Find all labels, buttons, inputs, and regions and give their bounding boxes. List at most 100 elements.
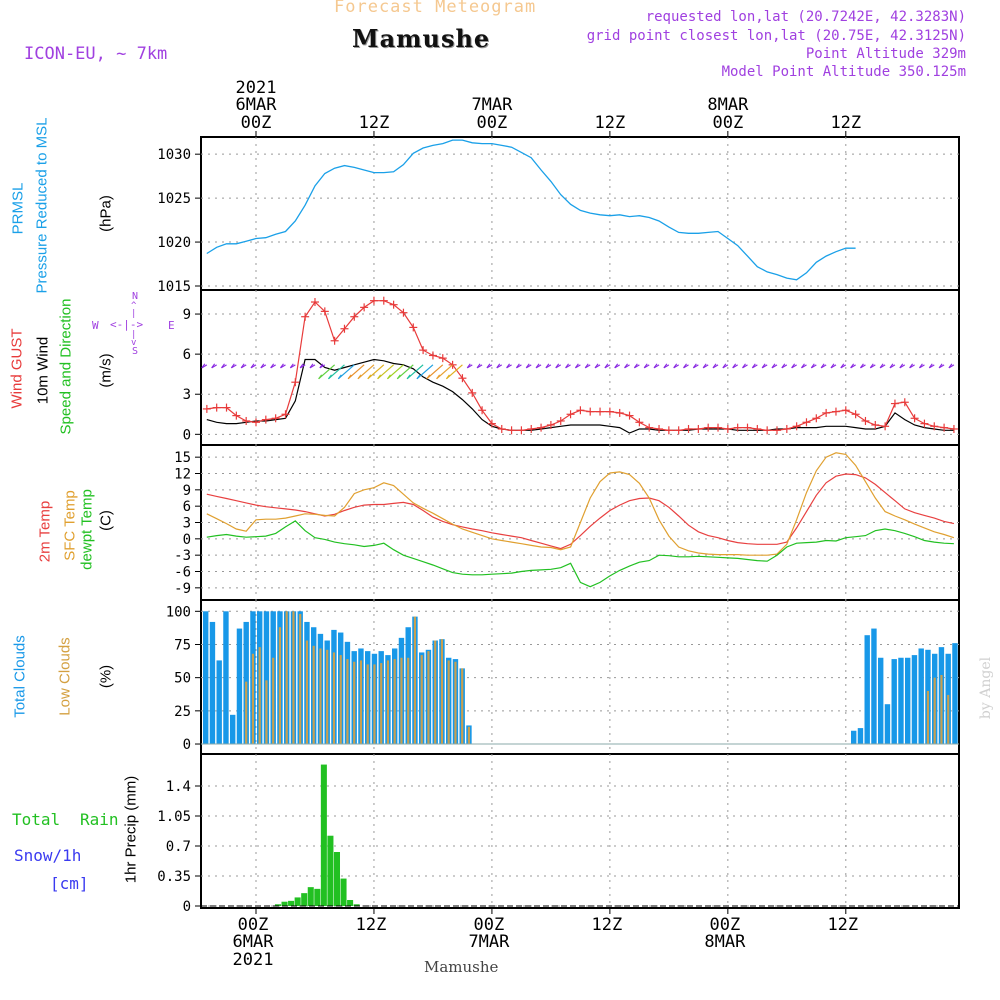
gust-marker bbox=[890, 399, 899, 408]
total-cloud-bar bbox=[864, 635, 870, 745]
wind-arrow bbox=[436, 364, 453, 380]
low-cloud-bar bbox=[272, 657, 275, 745]
total-cloud-bar bbox=[878, 657, 884, 745]
low-cloud-bar bbox=[346, 659, 349, 745]
wind-arrow bbox=[347, 364, 365, 380]
wind-arrow-head bbox=[889, 363, 894, 369]
rain-bar bbox=[288, 900, 295, 906]
wind-arrow-head bbox=[683, 363, 688, 369]
compass-vertical-up: ^ | bbox=[131, 301, 137, 319]
bottom-time-label: 00Z bbox=[709, 915, 740, 935]
rain-bar bbox=[333, 852, 341, 906]
top-time-label: 12Z bbox=[595, 113, 626, 133]
wind-arrow-head bbox=[663, 363, 668, 369]
gust-marker bbox=[605, 407, 614, 416]
gust-marker bbox=[733, 423, 742, 432]
wind-arrow-head bbox=[830, 363, 835, 369]
y-tick-label: 0.7 bbox=[166, 839, 191, 855]
page-title: Mamushe bbox=[352, 24, 491, 53]
gust-marker bbox=[242, 416, 251, 425]
gust-marker bbox=[704, 423, 713, 432]
gust-marker bbox=[792, 422, 801, 431]
wind-arrow-head bbox=[879, 363, 884, 369]
wind-arrow-head bbox=[535, 363, 540, 369]
bottom-date-label: 7MAR bbox=[468, 932, 510, 952]
low-cloud-bar bbox=[312, 645, 315, 745]
wind-arrow-head bbox=[820, 363, 825, 369]
wind-arrow-head bbox=[869, 363, 874, 369]
rain-bar bbox=[314, 888, 321, 906]
dewpt-line bbox=[206, 520, 954, 588]
wind-arrow-head bbox=[673, 363, 678, 369]
wind-arrow-head bbox=[337, 374, 342, 380]
wind-arrow-head bbox=[633, 363, 638, 369]
gust-marker bbox=[664, 426, 673, 435]
gust-marker bbox=[546, 420, 555, 429]
y-tick-label: 1020 bbox=[157, 235, 191, 251]
low-cloud-bar bbox=[292, 611, 295, 745]
top-date-label: 8MAR bbox=[707, 95, 749, 115]
temp2m-line bbox=[206, 473, 955, 550]
wind-arrow-head bbox=[938, 363, 943, 369]
y-tick-label: 75 bbox=[174, 637, 191, 653]
y-tick-label: 1015 bbox=[157, 279, 191, 295]
gust-marker bbox=[763, 426, 772, 435]
total-cloud-bar bbox=[871, 628, 877, 745]
y-tick-label: 3 bbox=[183, 516, 191, 532]
gust-marker bbox=[301, 312, 310, 321]
bottom-year-label: 2021 bbox=[233, 950, 274, 970]
top-time-label: 00Z bbox=[241, 113, 272, 133]
gust-marker bbox=[291, 378, 300, 387]
total-cloud-bar bbox=[203, 611, 209, 745]
wind-arrow bbox=[357, 364, 375, 380]
point-altitude: Point Altitude 329m bbox=[805, 46, 966, 62]
low-cloud-bar bbox=[434, 640, 437, 745]
requested-location: requested lon,lat (20.7242E, 42.3283N) bbox=[645, 9, 966, 25]
gust-marker bbox=[576, 406, 585, 415]
low-cloud-bar bbox=[427, 651, 430, 745]
rain-bar bbox=[347, 900, 354, 906]
rain-bar bbox=[274, 904, 281, 906]
total-cloud-bar bbox=[236, 628, 243, 745]
wind-arrow bbox=[328, 364, 345, 380]
low-cloud-bar bbox=[407, 657, 410, 745]
wind-arrow-head bbox=[250, 363, 255, 369]
rain-bar bbox=[340, 878, 347, 906]
wind-arrow-head bbox=[496, 363, 501, 369]
gust-marker bbox=[507, 426, 516, 435]
low-cloud-bar bbox=[386, 660, 390, 745]
top-date-label: 6MAR bbox=[236, 95, 278, 115]
gust-marker bbox=[566, 410, 575, 419]
wind-arrow-head bbox=[309, 363, 314, 369]
wind-arrow-head bbox=[289, 363, 294, 369]
low-cloud-bar bbox=[339, 655, 342, 745]
low-cloud-bar bbox=[359, 660, 363, 745]
wind-arrow-head bbox=[899, 363, 904, 369]
wind-arrow bbox=[337, 364, 355, 380]
gust-marker bbox=[340, 324, 349, 333]
low-cloud-bar bbox=[400, 657, 403, 745]
gust-marker bbox=[409, 323, 418, 332]
wind-arrow-head bbox=[280, 363, 284, 369]
gust-marker bbox=[458, 374, 467, 383]
compass-w: W bbox=[92, 319, 99, 332]
wind-arrow-head bbox=[367, 374, 372, 380]
wind-arrow-head bbox=[771, 363, 776, 369]
total-cloud-bar bbox=[891, 659, 897, 745]
wind-arrow-head bbox=[928, 363, 933, 369]
wind-arrow-head bbox=[386, 374, 391, 380]
gust-marker bbox=[586, 407, 595, 416]
gust-marker bbox=[350, 312, 359, 321]
gust-marker bbox=[930, 422, 939, 431]
wind-arrow bbox=[367, 364, 385, 380]
gust-marker bbox=[861, 416, 870, 425]
bottom-time-label: 12Z bbox=[827, 915, 858, 935]
y-tick-label: 0.35 bbox=[157, 869, 191, 885]
footer-location: Mamushe bbox=[424, 958, 499, 976]
gust-marker bbox=[478, 406, 487, 415]
low-cloud-bar bbox=[454, 661, 457, 745]
wind-arrow-head bbox=[810, 363, 815, 369]
wind-arrow-head bbox=[230, 363, 235, 369]
rain-bar bbox=[327, 835, 334, 906]
gust-marker bbox=[487, 419, 496, 428]
